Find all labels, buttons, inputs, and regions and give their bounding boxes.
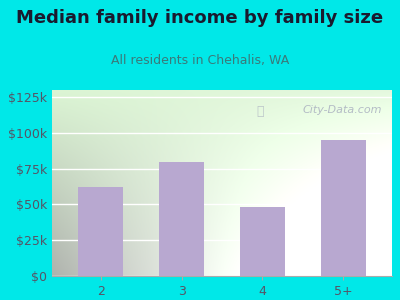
Bar (78, 187, 123, 276)
Bar (159, 161, 204, 276)
Text: All residents in Chehalis, WA: All residents in Chehalis, WA (111, 54, 289, 67)
Bar (240, 207, 285, 276)
Text: ⓘ: ⓘ (256, 105, 264, 118)
Text: City-Data.com: City-Data.com (302, 105, 382, 115)
Text: Median family income by family size: Median family income by family size (16, 9, 384, 27)
Bar (321, 140, 366, 276)
